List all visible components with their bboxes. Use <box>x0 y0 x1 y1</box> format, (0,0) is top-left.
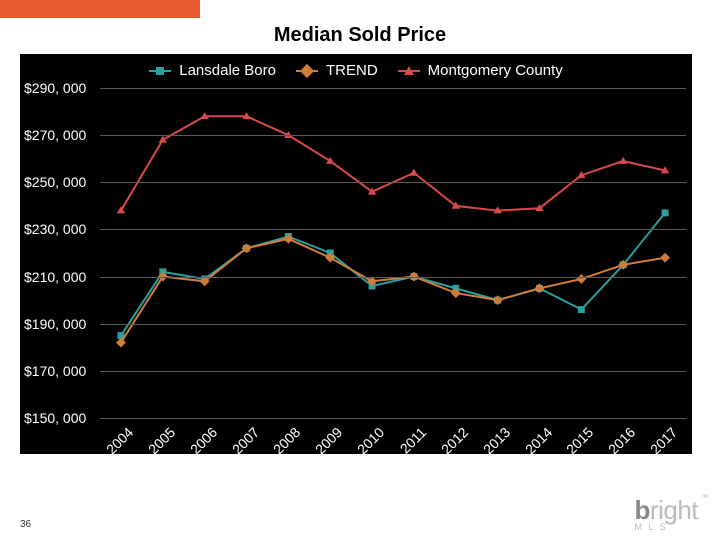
y-axis-label: $190, 000 <box>24 316 94 332</box>
bright-mls-logo: bright™ M L S <box>635 495 698 532</box>
x-axis-label: 2007 <box>219 424 261 466</box>
x-axis-label: 2004 <box>94 424 136 466</box>
x-axis-label: 2016 <box>596 424 638 466</box>
x-axis-label: 2012 <box>429 424 471 466</box>
gridline <box>100 371 686 372</box>
x-axis-label: 2015 <box>554 424 596 466</box>
y-axis-label: $210, 000 <box>24 269 94 285</box>
y-axis-label: $170, 000 <box>24 363 94 379</box>
x-axis-label: 2008 <box>261 424 303 466</box>
y-axis-label: $250, 000 <box>24 174 94 190</box>
legend-item: TREND <box>296 62 378 79</box>
series-line <box>121 213 665 336</box>
x-axis-label: 2010 <box>345 424 387 466</box>
page-number: 36 <box>20 519 31 530</box>
x-axis-label: 2006 <box>178 424 220 466</box>
series-marker <box>116 338 126 348</box>
x-axis-label: 2011 <box>387 424 429 466</box>
series-marker <box>660 253 670 263</box>
gridline <box>100 277 686 278</box>
legend-item: Lansdale Boro <box>149 62 276 79</box>
series-line <box>121 116 665 210</box>
y-axis-label: $150, 000 <box>24 410 94 426</box>
gridline <box>100 229 686 230</box>
chart-container: Lansdale Boro TREND Montgomery County $290… <box>20 54 692 454</box>
y-axis-label: $290, 000 <box>24 80 94 96</box>
series-marker <box>619 157 627 164</box>
gridline <box>100 182 686 183</box>
y-axis-label: $270, 000 <box>24 127 94 143</box>
chart-title: Median Sold Price <box>0 24 720 47</box>
series-marker <box>576 274 586 284</box>
legend-item: Montgomery County <box>398 62 563 79</box>
series-line <box>121 239 665 343</box>
gridline <box>100 135 686 136</box>
x-axis-label: 2009 <box>303 424 345 466</box>
series-marker <box>662 209 669 216</box>
gridline <box>100 324 686 325</box>
legend-label: Lansdale Boro <box>179 62 276 79</box>
x-axis-label: 2017 <box>638 424 680 466</box>
chart-svg <box>100 88 686 418</box>
series-marker <box>578 306 585 313</box>
gridline <box>100 418 686 419</box>
y-axis-label: $230, 000 <box>24 221 94 237</box>
legend-label: Montgomery County <box>428 62 563 79</box>
x-axis-label: 2014 <box>512 424 554 466</box>
x-axis-label: 2013 <box>471 424 513 466</box>
x-axis-label: 2005 <box>136 424 178 466</box>
legend-label: TREND <box>326 62 378 79</box>
plot-area: $290, 000$270, 000$250, 000$230, 000$210… <box>100 88 686 418</box>
orange-accent-bar <box>0 0 200 18</box>
legend: Lansdale Boro TREND Montgomery County <box>20 62 692 82</box>
gridline <box>100 88 686 89</box>
series-marker <box>410 169 418 176</box>
